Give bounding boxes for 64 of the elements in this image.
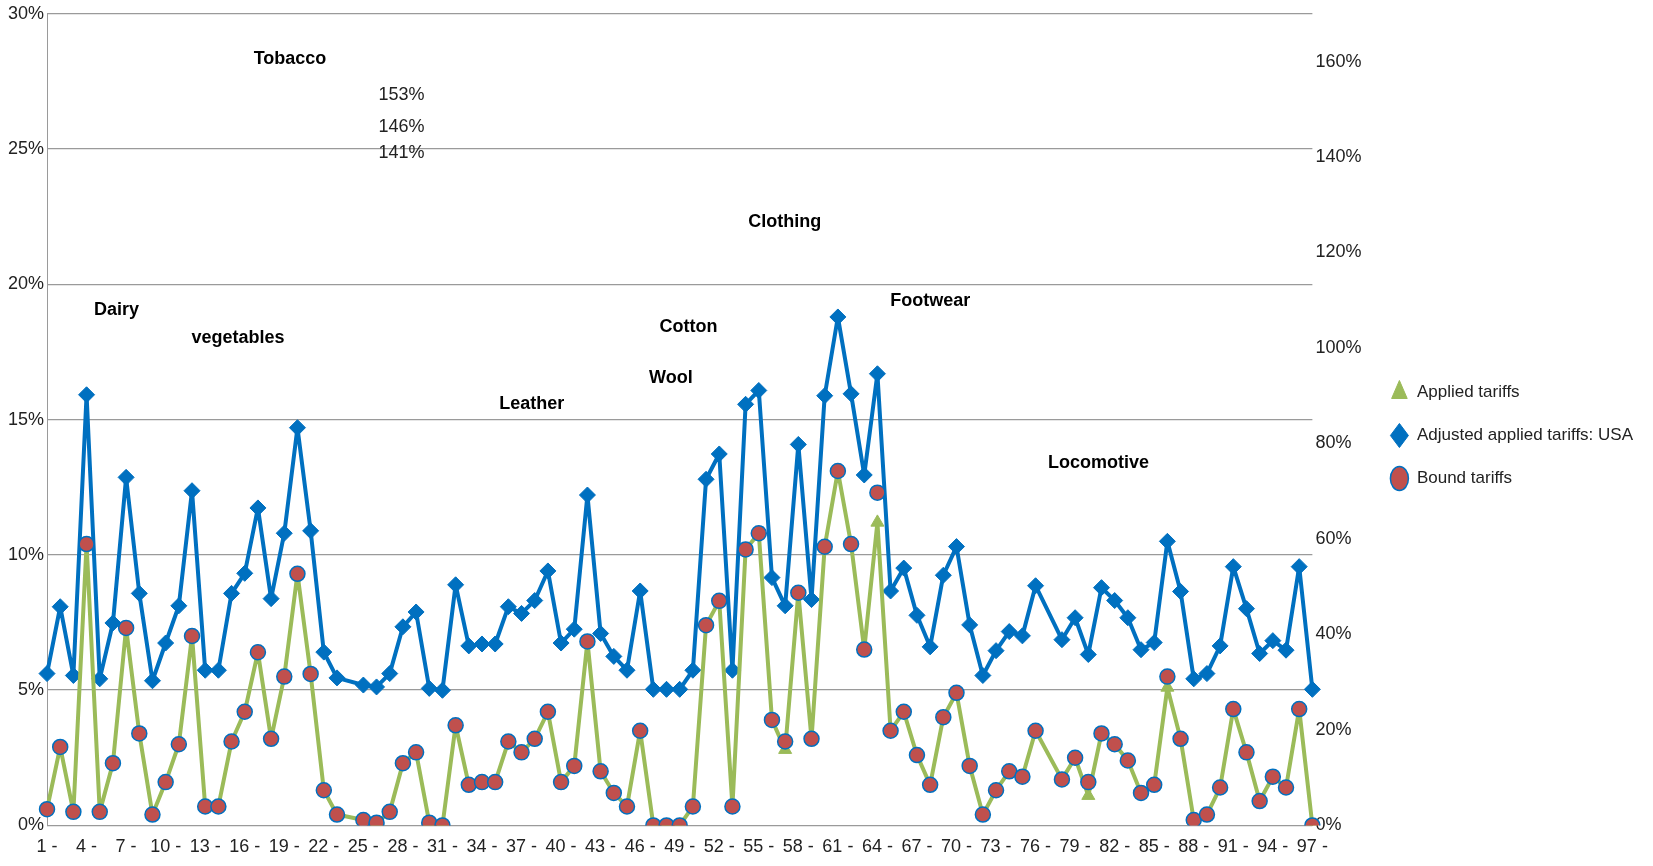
x-tick-label: 31 - — [426, 836, 458, 857]
y-tick-label: 20% — [8, 273, 45, 294]
x-tick-label: 70 - — [940, 836, 973, 857]
y2-tick-label: 140% — [1315, 145, 1362, 166]
x-tick-label: 28 - — [387, 836, 419, 857]
annotation: Dairy — [94, 299, 140, 319]
x-tick-label: 49 - — [664, 836, 696, 857]
y-tick-label: 0% — [18, 814, 45, 835]
x-tick-label: 64 - — [861, 836, 893, 857]
x-tick-label: 55 - — [743, 836, 775, 857]
annotation: Footwear — [890, 290, 971, 311]
annotation: vegetables — [191, 326, 285, 347]
x-tick-label: 22 - — [308, 836, 340, 857]
x-tick-label: 25 - — [347, 836, 379, 857]
x-tick-label: 91 - — [1217, 836, 1249, 857]
x-tick-label: 58 - — [782, 836, 814, 857]
annotation: Locomotive — [1048, 451, 1150, 472]
annotation: Leather — [499, 393, 565, 414]
x-tick-label: 13 - — [189, 836, 221, 857]
x-tick-label: 46 - — [624, 836, 656, 857]
x-tick-label: 10 - — [150, 836, 182, 857]
x-tick-label: 40 - — [545, 836, 577, 857]
legend-label: Bound tariffs — [1416, 468, 1513, 488]
y2-tick-label: 160% — [1315, 50, 1362, 71]
x-tick-label: 4 - — [76, 836, 98, 857]
x-tick-label: 61 - — [822, 836, 854, 857]
y-tick-label: 5% — [18, 679, 45, 700]
annotation: 141% — [378, 142, 425, 163]
annotation: Wool — [649, 367, 693, 388]
annotation: 146% — [378, 115, 425, 136]
x-tick-label: 88 - — [1178, 836, 1210, 857]
annotation: Cotton — [659, 316, 718, 337]
x-tick-label: 97 - — [1296, 836, 1328, 857]
y2-tick-label: 120% — [1315, 241, 1362, 262]
x-tick-label: 7 - — [115, 836, 137, 857]
x-tick-label: 19 - — [268, 836, 300, 857]
x-tick-label: 34 - — [466, 836, 498, 857]
y2-tick-label: 40% — [1315, 623, 1352, 644]
x-tick-label: 67 - — [901, 836, 933, 857]
x-tick-label: 85 - — [1138, 836, 1170, 857]
x-tick-label: 94 - — [1257, 836, 1289, 857]
y-tick-label: 10% — [8, 543, 45, 564]
x-tick-label: 37 - — [506, 836, 538, 857]
x-tick-label: 1 - — [36, 836, 58, 857]
x-tick-label: 43 - — [585, 836, 617, 857]
legend-label: Applied tariffs — [1416, 382, 1520, 402]
y-tick-label: 15% — [8, 408, 45, 429]
x-tick-label: 76 - — [1020, 836, 1052, 857]
legend-label: Adjusted applied tariffs: USA — [1416, 425, 1634, 445]
point — [870, 514, 885, 527]
y2-tick-label: 80% — [1315, 432, 1352, 453]
x-tick-label: 52 - — [703, 836, 735, 857]
annotation: 153% — [378, 83, 425, 104]
x-tick-label: 16 - — [229, 836, 261, 857]
y2-tick-label: 100% — [1315, 336, 1362, 357]
annotation: Tobacco — [253, 48, 327, 69]
y-tick-label: 25% — [8, 138, 45, 159]
annotation: Clothing — [748, 211, 822, 232]
x-tick-label: 79 - — [1059, 836, 1091, 857]
y2-tick-label: 20% — [1315, 718, 1352, 739]
x-tick-label: 82 - — [1099, 836, 1131, 857]
y-tick-label: 30% — [8, 2, 45, 23]
x-tick-label: 73 - — [980, 836, 1012, 857]
y2-tick-label: 60% — [1315, 527, 1352, 548]
